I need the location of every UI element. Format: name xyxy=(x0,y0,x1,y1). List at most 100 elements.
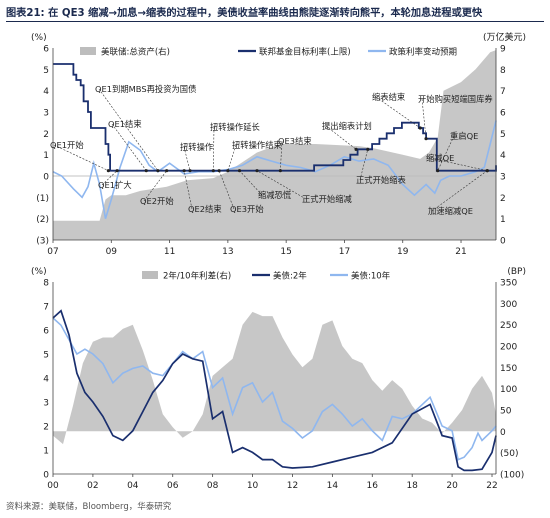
y-left-tick-label: 3 xyxy=(43,399,49,409)
annotation-leader xyxy=(437,135,455,171)
y-right-tick-label: 0 xyxy=(500,428,506,438)
x-tick-label: 19 xyxy=(397,247,409,257)
y-right-unit: (万亿美元) xyxy=(483,31,526,43)
annotation-marker xyxy=(255,169,259,173)
annotation-label: 开始购买短端国库券 xyxy=(418,94,493,104)
y-left-tick-label: 0 xyxy=(43,471,49,481)
annotation: 开始购买短端国库券 xyxy=(418,94,493,141)
x-tick-label: 17 xyxy=(339,247,350,257)
annotation-marker xyxy=(278,169,282,173)
annotation-label: QE1结束 xyxy=(108,119,142,129)
annotation-marker xyxy=(354,147,358,151)
annotation-leader xyxy=(143,170,167,202)
y-left-tick-label: 4 xyxy=(43,375,49,385)
annotation-label: QE1到期MBS再投资为国债 xyxy=(95,84,196,94)
annotation-marker xyxy=(106,169,110,173)
annotation: QE2结束 xyxy=(182,169,222,214)
legend-label: 美债:10年 xyxy=(351,271,391,282)
y-right-unit: (BP) xyxy=(507,267,526,277)
y-left-tick-label: 8 xyxy=(43,279,49,289)
annotation-leader xyxy=(429,157,488,171)
legend-label: 美联储:总资产(右) xyxy=(101,47,170,58)
y-right-tick-label: 250 xyxy=(500,321,517,331)
y-left-tick-label: (3) xyxy=(36,237,49,247)
y-right-tick-label: 50 xyxy=(500,407,512,417)
annotation-leader xyxy=(98,88,159,171)
annotation-leader xyxy=(280,140,283,171)
annotation: 提出缩表计划 xyxy=(322,121,372,151)
legend-label: 联邦基金目标利率(上限) xyxy=(259,47,351,58)
y-right-tick-label: 7 xyxy=(500,87,506,97)
annotation-leader xyxy=(111,123,147,171)
annotation: 扭转操作延长 xyxy=(210,122,260,173)
line-policy-expectation xyxy=(52,120,497,219)
y-right-tick-label: 0 xyxy=(500,237,506,247)
x-tick-label: 08 xyxy=(207,481,219,491)
y-right-tick-label: 3 xyxy=(500,173,506,183)
area-2y10y-spread xyxy=(53,311,496,445)
y-left-tick-label: 0 xyxy=(43,173,49,183)
y-left-tick-label: 5 xyxy=(43,351,49,361)
annotation-label: 缩表结束 xyxy=(372,92,406,102)
x-tick-label: 21 xyxy=(455,247,466,257)
legend-swatch xyxy=(142,271,158,279)
annotation: QE1结束 xyxy=(108,119,148,173)
y-right-tick-label: 200 xyxy=(500,343,517,353)
annotation: 缩减恐慌 xyxy=(237,169,291,200)
y-left-tick-label: 7 xyxy=(43,303,49,313)
annotation-leader xyxy=(53,144,109,171)
annotation-label: 正式开始缩减 xyxy=(302,194,352,204)
annotation-leader xyxy=(183,146,191,171)
legend-label: 美债:2年 xyxy=(273,271,307,282)
y-left-tick-label: 3 xyxy=(43,109,49,119)
y-left-tick-label: 1 xyxy=(43,447,49,457)
annotation-label: 扭转操作延长 xyxy=(210,122,260,132)
y-right-tick-label: 1 xyxy=(500,215,506,225)
annotation-label: QE2结束 xyxy=(188,204,222,214)
x-tick-label: 04 xyxy=(127,481,139,491)
annotation-marker xyxy=(156,169,160,173)
annotation-leader xyxy=(421,98,427,139)
annotation: QE3开始 xyxy=(217,169,264,214)
x-tick-label: 12 xyxy=(287,481,298,491)
annotation-label: 缩减恐慌 xyxy=(258,190,291,200)
annotation-leader xyxy=(431,170,488,212)
x-tick-label: 13 xyxy=(222,247,233,257)
figure-title: 图表21: 在 QE3 缩减→加息→缩表的过程中，美债收益率曲线由熊陡逐渐转向熊… xyxy=(6,8,483,19)
annotation-leader xyxy=(359,149,369,181)
annotation-marker xyxy=(182,169,186,173)
x-tick-label: 09 xyxy=(106,247,118,257)
annotation-label: QE1扩大 xyxy=(98,180,132,190)
annotation-marker xyxy=(144,169,148,173)
x-tick-label: 15 xyxy=(280,247,291,257)
y-right-tick-label: 350 xyxy=(500,279,517,289)
annotation-label: 缩减QE xyxy=(426,153,454,163)
legend-swatch xyxy=(80,47,96,55)
x-tick-label: 18 xyxy=(406,481,418,491)
chart-treasury-yields: 876543210350300250200150100500(50)(100)(… xyxy=(31,267,526,491)
x-tick-label: 02 xyxy=(87,481,98,491)
area-balance-sheet xyxy=(53,50,496,240)
annotation-label: QE3结束 xyxy=(278,136,312,146)
annotation-marker xyxy=(485,169,489,173)
x-tick-label: 11 xyxy=(164,247,175,257)
y-left-tick-label: 2 xyxy=(43,130,49,140)
annotation-marker xyxy=(115,169,119,173)
annotation: QE1开始 xyxy=(50,140,110,173)
y-left-tick-label: 1 xyxy=(43,151,49,161)
y-left-unit: (%) xyxy=(31,267,47,277)
annotation-leader xyxy=(256,170,307,200)
annotation: 扭转操作结束 xyxy=(226,140,282,173)
annotation-leader xyxy=(183,170,193,210)
y-left-tick-label: 6 xyxy=(43,327,49,337)
y-left-tick-label: 5 xyxy=(43,66,49,76)
annotation-marker xyxy=(366,147,370,151)
annotation-label: QE2开始 xyxy=(140,196,174,206)
x-tick-label: 07 xyxy=(47,247,58,257)
annotation: 正式开始缩表 xyxy=(356,147,406,185)
annotation: QE2开始 xyxy=(140,169,174,206)
annotation-label: 重启QE xyxy=(450,131,478,141)
y-right-tick-label: 4 xyxy=(500,151,506,161)
annotation: 扭转操作 xyxy=(180,142,213,173)
annotation-label: 正式开始缩表 xyxy=(356,175,406,185)
